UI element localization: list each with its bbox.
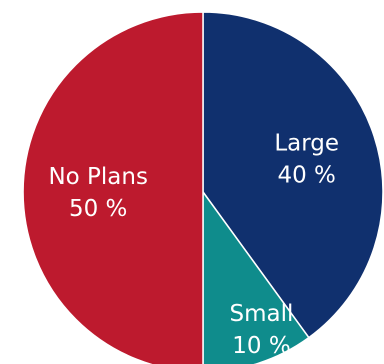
slice-label-name: Large [274,131,339,157]
pie-slices [22,11,384,364]
slice-label-value: 50 % [69,196,127,222]
pie-slice-no-plans [22,11,204,364]
pie-labels: Large 40 % Small 10 % No Plans 50 % [48,131,339,359]
slice-label-name: No Plans [48,164,148,190]
slice-label-name: Small [230,301,294,327]
pie-slice-small [202,189,310,364]
slice-label-value: 10 % [232,333,290,359]
pie-slice-large [202,11,384,339]
slice-label-value: 40 % [277,163,335,189]
